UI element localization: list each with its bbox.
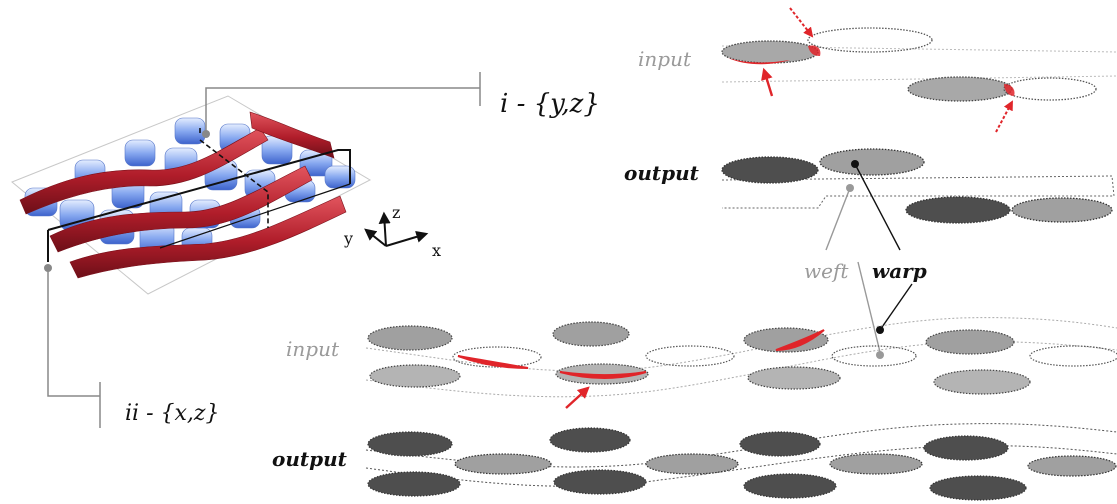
tow-section: [747, 366, 841, 390]
input-top-sections: [721, 7, 1117, 133]
fabric-3d-model: [11, 95, 372, 295]
tow-section: [645, 453, 739, 475]
tow-section: [829, 453, 923, 475]
tow-section: [807, 27, 933, 53]
tow-section: [1003, 77, 1097, 101]
tow-section: [743, 473, 837, 499]
tow-section: [553, 469, 647, 495]
tow-section: [369, 364, 461, 388]
overlap-highlight: [775, 329, 825, 351]
tow-section: [1027, 455, 1117, 477]
tow-section: [1011, 197, 1113, 223]
input-top-label: input: [638, 47, 692, 71]
warp-label: warp: [872, 259, 927, 283]
overlap-highlight: [559, 371, 647, 379]
tow-section: [552, 321, 630, 347]
tow-section: [933, 369, 1031, 395]
tow-section: [454, 453, 552, 475]
tow-section: [721, 40, 819, 64]
tow-section: [905, 196, 1011, 224]
tow-section: [555, 363, 649, 385]
axes-indicator: [364, 211, 429, 247]
tow-section: [452, 346, 542, 368]
tow-section: [923, 435, 1009, 461]
tow-section: [367, 325, 453, 351]
weft-tows-red: [19, 111, 347, 279]
tow-section: [367, 471, 461, 497]
overlap-highlight: [808, 45, 821, 56]
tow-section: [925, 329, 1015, 355]
section-plane-ii: [47, 149, 351, 262]
overlap-highlight: [1004, 84, 1015, 96]
overlap-highlight: [457, 355, 529, 369]
section-i-label: i - {y,z}: [500, 89, 600, 119]
tow-section: [367, 431, 453, 457]
tow-section: [907, 76, 1013, 102]
penetration-arrow: [565, 386, 590, 409]
penetration-arrow: [761, 67, 774, 97]
penetration-arrow: [995, 100, 1013, 133]
tow-section: [721, 156, 819, 184]
input-bottom-label: input: [286, 337, 340, 361]
output-bottom-sections: [365, 423, 1117, 501]
weft-warp-callouts: [825, 160, 913, 359]
axis-z-label: z: [392, 203, 400, 222]
tow-section: [739, 431, 821, 457]
section-plane-i: [199, 128, 269, 228]
leader-i: [202, 72, 481, 138]
output-top-sections: [721, 148, 1115, 224]
overlap-highlight: [728, 58, 790, 65]
input-bottom-sections: [365, 317, 1117, 409]
axis-y-label: y: [343, 229, 353, 248]
axis-x-label: x: [432, 241, 441, 260]
tow-section: [929, 475, 1027, 501]
tow-section: [645, 345, 735, 367]
tow-section: [549, 427, 631, 453]
penetration-arrow: [789, 7, 814, 38]
tow-section: [743, 327, 829, 353]
tow-section: [831, 345, 917, 367]
output-top-label: output: [624, 161, 700, 185]
section-ii-label: ii - {x,z}: [125, 401, 219, 426]
leader-ii: [44, 264, 101, 428]
tow-section: [819, 148, 925, 176]
tow-section: [1029, 345, 1117, 367]
weft-label: weft: [804, 259, 849, 283]
output-bottom-label: output: [272, 447, 348, 471]
